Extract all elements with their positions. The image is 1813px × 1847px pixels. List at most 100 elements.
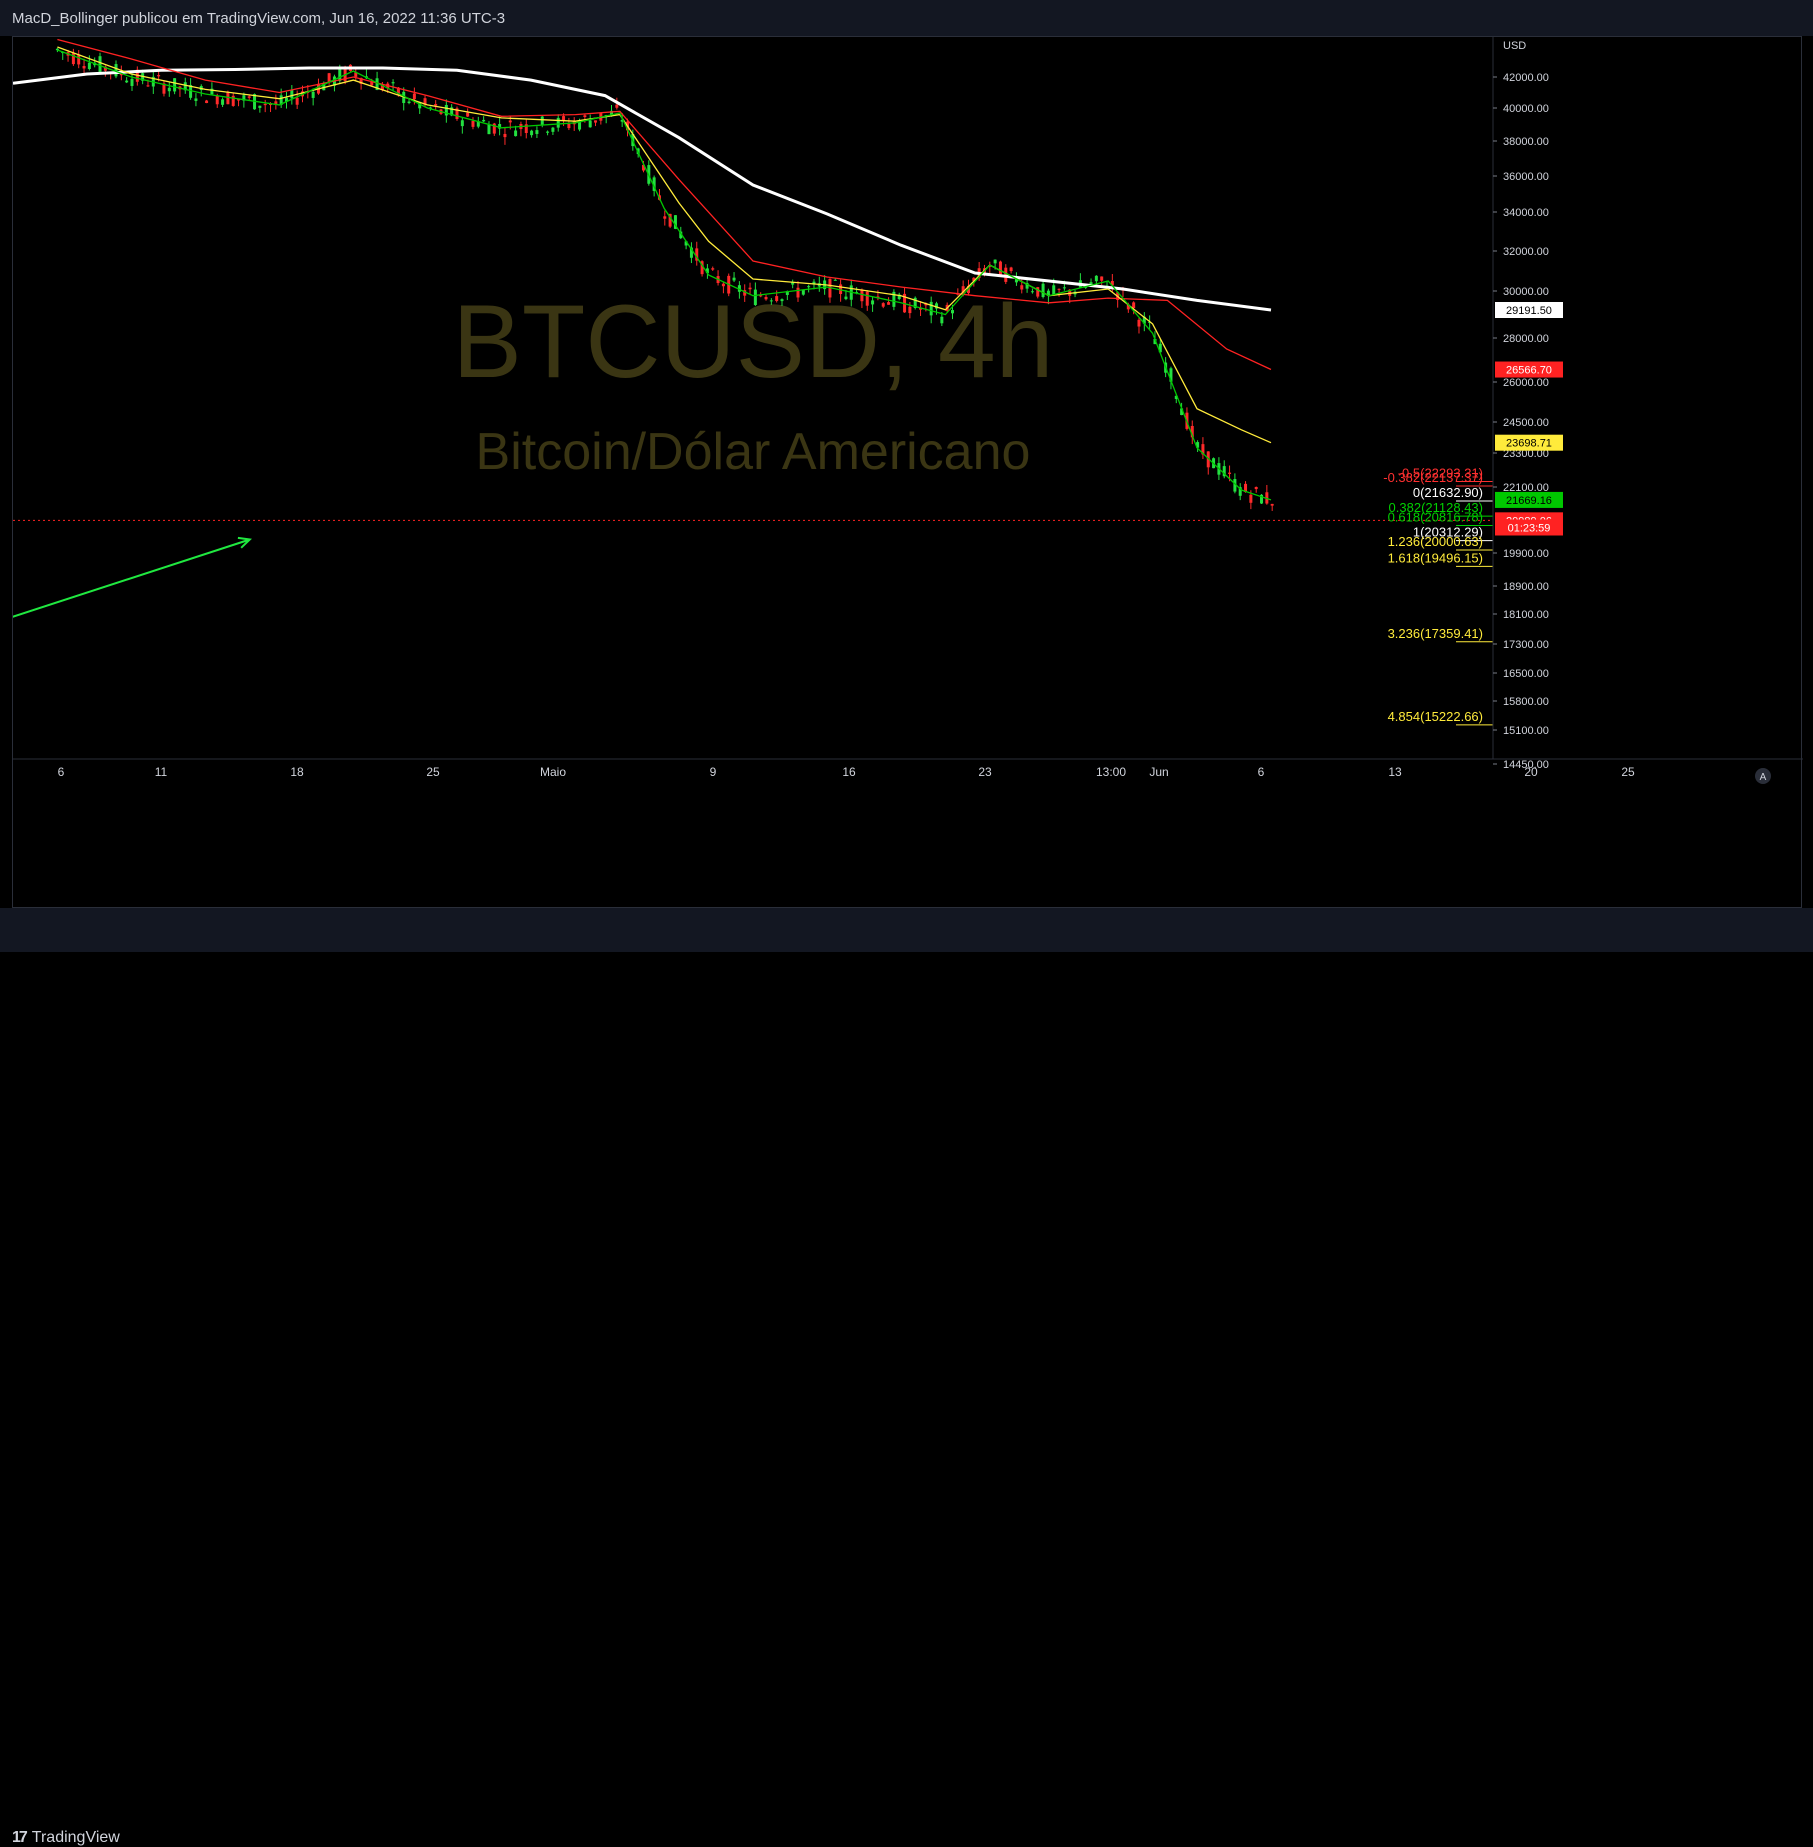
candle-body	[354, 72, 358, 77]
price-badge	[1495, 519, 1563, 536]
candle-body	[578, 121, 582, 130]
candle-body	[237, 99, 241, 101]
candle-body	[466, 112, 470, 117]
candle-body	[881, 303, 885, 307]
price-tick-label: 18100.00	[1503, 609, 1549, 621]
watermark-description: Bitcoin/Dólar Americano	[476, 423, 1031, 481]
candle-body	[503, 133, 507, 138]
price-tick-label: 17300.00	[1503, 639, 1549, 651]
candle-body	[423, 98, 427, 105]
candle-body	[103, 66, 107, 71]
price-badge	[1495, 301, 1563, 318]
candle-body	[130, 78, 134, 86]
candle-body	[929, 301, 933, 316]
candle-body	[684, 241, 688, 246]
candle-body	[418, 102, 422, 109]
candle-body	[833, 279, 837, 281]
fib-level-label: 3.236(17359.41)	[1388, 626, 1483, 641]
candle-body	[556, 117, 560, 128]
fib-level-label: 0(21632.90)	[1413, 485, 1483, 500]
publish-line: MacD_Bollinger publicou em TradingView.c…	[12, 10, 506, 27]
candle-body	[860, 289, 864, 302]
candle-body	[689, 247, 693, 258]
candle-body	[940, 316, 944, 324]
candle-body	[663, 216, 667, 219]
candle-body	[327, 73, 331, 82]
tradingview-brand[interactable]: 17 TradingView	[12, 1829, 120, 1847]
candle-body	[1110, 280, 1114, 286]
price-tick-label: 34000.00	[1503, 207, 1549, 219]
candle-body	[700, 261, 704, 275]
candle-body	[620, 120, 624, 122]
candle-body	[114, 64, 118, 77]
candle-body	[434, 104, 438, 106]
candle-body	[450, 107, 454, 116]
candle-body	[801, 289, 805, 295]
price-tick-label: 40000.00	[1503, 103, 1549, 115]
candle-body	[1132, 302, 1136, 309]
price-tick-label: 26000.00	[1503, 377, 1549, 389]
time-tick-label: Jun	[1149, 765, 1168, 779]
candle-body	[951, 310, 955, 314]
candle-body	[514, 130, 518, 137]
price-badge-label: 01:23:59	[1508, 523, 1551, 535]
candle-body	[508, 120, 512, 123]
price-tick-label: 24500.00	[1503, 417, 1549, 429]
candle-body	[1196, 442, 1200, 448]
auto-scale-button[interactable]	[1755, 768, 1771, 784]
time-tick-label: 6	[1258, 765, 1265, 779]
fib-level-label: 1.618(19496.15)	[1388, 550, 1483, 565]
price-badge-label: 23698.71	[1506, 438, 1552, 450]
candle-body	[546, 131, 550, 133]
candle-body	[535, 130, 539, 134]
price-badge-label: 21669.16	[1506, 495, 1552, 507]
candle-body	[705, 268, 709, 274]
candle-body	[375, 78, 379, 90]
candle-body	[82, 66, 86, 69]
candle-body	[242, 95, 246, 101]
candle-body	[1254, 486, 1258, 490]
trend-arrow	[0, 538, 251, 622]
candle-body	[737, 285, 741, 292]
candle-body	[764, 296, 768, 300]
candle-body	[1244, 483, 1248, 493]
candle-body	[1057, 288, 1061, 290]
brand-label: TradingView	[31, 1829, 120, 1846]
time-tick-label: 25	[426, 765, 440, 779]
candle-body	[785, 291, 789, 295]
price-badge	[1495, 491, 1563, 508]
candle-body	[396, 87, 400, 96]
candle-body	[1126, 304, 1130, 310]
candle-body	[530, 130, 534, 136]
footer: 17 TradingView	[0, 908, 1813, 1846]
time-tick-label: 11	[155, 765, 168, 779]
candle-body	[71, 52, 75, 65]
chart-frame[interactable]: BTCUSD, 4h Bitcoin/Dólar Americano -0.5(22…	[0, 36, 1803, 909]
candle-body	[743, 290, 747, 296]
candle-body	[162, 83, 166, 94]
candle-body	[1249, 494, 1253, 503]
fib-level-label: 0.382(21128.43)	[1389, 500, 1483, 515]
candle-body	[562, 116, 566, 121]
price-badge	[1495, 434, 1563, 451]
price-tick-label: 38000.00	[1503, 136, 1549, 148]
fib-level-label: 1.236(20000.63)	[1388, 534, 1483, 549]
price-chart[interactable]: BTCUSD, 4h Bitcoin/Dólar Americano -0.5(22…	[0, 37, 1803, 909]
time-tick-label: 6	[58, 765, 65, 779]
candle-body	[615, 104, 619, 108]
candle-body	[487, 124, 491, 135]
fib-level-label: -0.5(22293.31)	[1398, 466, 1483, 481]
candle-body	[498, 124, 502, 129]
price-badge-label: 29191.50	[1506, 305, 1552, 317]
candle-body	[1180, 408, 1184, 416]
tradingview-logo-icon: 17	[12, 1829, 28, 1846]
time-tick-label: 16	[842, 765, 856, 779]
candle-body	[125, 80, 129, 83]
candle-body	[146, 85, 150, 87]
candle-body	[897, 294, 901, 300]
candle-body	[1228, 472, 1232, 474]
candle-body	[1009, 267, 1013, 272]
candle-body	[1174, 395, 1178, 399]
candle-body	[247, 96, 251, 98]
candle-body	[189, 85, 193, 98]
